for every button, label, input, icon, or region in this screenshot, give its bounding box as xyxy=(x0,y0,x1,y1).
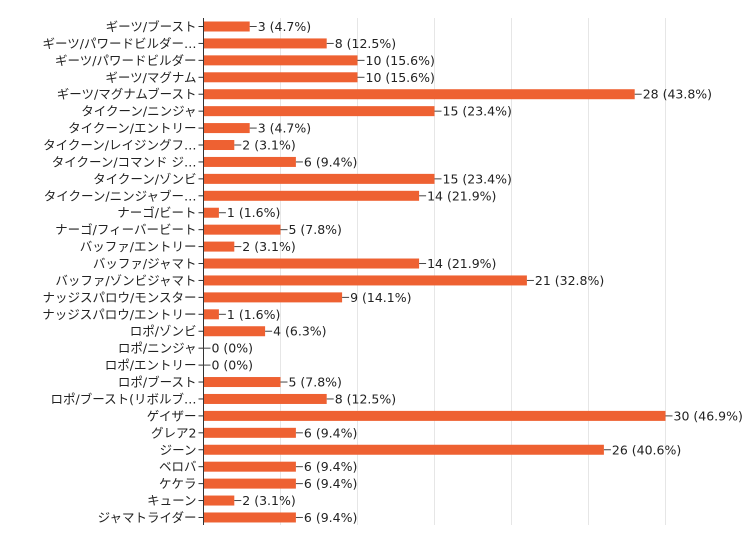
bar xyxy=(203,410,666,421)
category-label: キューン xyxy=(147,493,196,508)
data-label: 8 (12.5%) xyxy=(335,391,396,406)
category-label: ロポ/ブースト xyxy=(118,375,197,390)
category-label: タイクーン/レイジングフ… xyxy=(43,138,196,153)
bar xyxy=(203,461,296,472)
category-label: ロポ/ゾンビ xyxy=(130,324,197,339)
bar xyxy=(203,38,327,49)
data-label: 6 (9.4%) xyxy=(304,510,357,525)
data-label: 6 (9.4%) xyxy=(304,476,357,491)
data-label: 15 (23.4%) xyxy=(443,104,512,119)
category-label: バッファ/エントリー xyxy=(80,239,197,254)
data-label: 4 (6.3%) xyxy=(273,324,326,339)
category-label: ロポ/エントリー xyxy=(105,358,197,373)
category-label: タイクーン/ニンジャ xyxy=(81,104,196,119)
data-label: 15 (23.4%) xyxy=(443,171,512,186)
category-label: ロポ/ブースト(リボルブ… xyxy=(51,391,197,406)
data-label: 0 (0%) xyxy=(212,358,254,373)
category-label: ナーゴ/ビート xyxy=(117,205,196,220)
data-label: 1 (1.6%) xyxy=(227,205,280,220)
data-label: 0 (0%) xyxy=(212,341,254,356)
bar xyxy=(203,55,358,66)
category-label: タイクーン/コマンド ジ… xyxy=(52,154,197,169)
data-label: 14 (21.9%) xyxy=(427,188,496,203)
category-label: ケケラ xyxy=(159,476,197,491)
category-label: タイクーン/ゾンビ xyxy=(93,171,196,186)
data-label: 26 (40.6%) xyxy=(612,442,681,457)
category-label: バッファ/ゾンビジャマト xyxy=(55,273,196,288)
category-label: グレア2 xyxy=(151,425,196,440)
grid-layer xyxy=(203,18,666,525)
category-label: ギーツ/ブースト xyxy=(106,19,197,34)
bar xyxy=(203,393,327,404)
data-label: 5 (7.8%) xyxy=(289,375,342,390)
data-label: 3 (4.7%) xyxy=(258,19,311,34)
bar xyxy=(203,241,235,252)
bar xyxy=(203,140,235,151)
category-label: ギーツ/マグナム xyxy=(105,70,196,85)
data-label: 2 (3.1%) xyxy=(242,138,295,153)
data-label: 2 (3.1%) xyxy=(242,493,295,508)
category-label: ギーツ/パワードビルダー… xyxy=(43,36,197,51)
bar xyxy=(203,275,527,286)
category-label: ギーツ/パワードビルダー xyxy=(55,53,196,68)
bar xyxy=(203,377,281,388)
bar xyxy=(203,444,604,455)
data-label: 14 (21.9%) xyxy=(427,256,496,271)
category-label: ゲイザー xyxy=(147,408,197,423)
bar xyxy=(203,309,219,320)
bar xyxy=(203,106,435,117)
category-label: ナッジスパロウ/モンスター xyxy=(43,290,197,305)
category-label: バッファ/ジャマト xyxy=(93,256,197,271)
axis-layer xyxy=(198,18,204,525)
bar xyxy=(203,89,635,100)
data-label: 6 (9.4%) xyxy=(304,459,357,474)
bar xyxy=(203,292,343,303)
category-label: ナッジスパロウ/エントリー xyxy=(42,307,196,322)
category-label: ジーン xyxy=(160,442,197,457)
bar xyxy=(203,21,250,32)
data-label: 9 (14.1%) xyxy=(350,290,411,305)
bar xyxy=(203,173,435,184)
bar xyxy=(203,156,296,167)
category-label: ベロバ xyxy=(159,459,197,474)
data-label: 2 (3.1%) xyxy=(242,239,295,254)
data-label: 21 (32.8%) xyxy=(535,273,604,288)
category-label: タイクーン/ニンジャブー… xyxy=(44,188,197,203)
bar xyxy=(203,427,296,438)
bar xyxy=(203,72,358,83)
bar xyxy=(203,495,235,506)
bar xyxy=(203,258,420,269)
data-label: 6 (9.4%) xyxy=(304,425,357,440)
category-label: ロポ/ニンジャ xyxy=(118,341,197,356)
bar xyxy=(203,326,266,337)
category-label: ギーツ/マグナムブースト xyxy=(57,87,197,102)
data-label: 28 (43.8%) xyxy=(643,87,712,102)
data-label: 30 (46.9%) xyxy=(674,408,743,423)
bar xyxy=(203,207,219,218)
data-label: 5 (7.8%) xyxy=(289,222,342,237)
labels-layer: ギーツ/ブースト 3 (4.7%) ギーツ/パワードビルダー… 8 (12.5%) ギー… xyxy=(42,19,743,525)
bar xyxy=(203,224,281,235)
data-label: 8 (12.5%) xyxy=(335,36,396,51)
category-label: タイクーン/エントリー xyxy=(68,121,196,136)
bar xyxy=(203,512,296,523)
bar xyxy=(203,478,296,489)
category-label: ジャマトライダー xyxy=(98,510,197,525)
data-label: 3 (4.7%) xyxy=(258,121,311,136)
bars-layer xyxy=(203,21,666,523)
bar xyxy=(203,190,420,201)
data-label: 6 (9.4%) xyxy=(304,154,357,169)
category-label: ナーゴ/フィーバービート xyxy=(55,222,196,237)
data-label: 1 (1.6%) xyxy=(227,307,280,322)
data-label: 10 (15.6%) xyxy=(366,70,435,85)
bar xyxy=(203,123,250,134)
data-label: 10 (15.6%) xyxy=(366,53,435,68)
